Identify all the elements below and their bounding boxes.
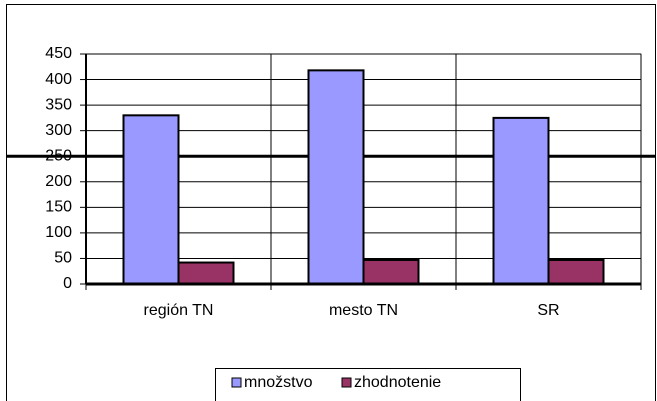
y-tick-label: 400 [45,71,72,88]
y-tick-label: 350 [45,96,72,113]
bar [547,258,605,286]
legend-label: množstvo [244,374,313,391]
bar [122,114,180,286]
y-tick-label: 50 [54,250,72,267]
bar [362,258,420,286]
x-tick-label: mesto TN [329,302,398,319]
y-tick-label: 0 [63,275,72,292]
x-tick-label: SR [537,302,559,319]
bar [492,116,550,285]
y-tick-label: 300 [45,122,72,139]
legend-box [215,368,521,401]
y-tick-label: 100 [45,224,72,241]
bar [307,69,365,285]
y-tick-label: 150 [45,199,72,216]
y-tick-label: 200 [45,173,72,190]
legend-swatch [341,377,352,388]
y-tick-label: 450 [45,45,72,62]
x-tick-label: región TN [144,302,214,319]
legend-label: zhodnotenie [354,374,441,391]
legend-swatch [231,377,242,388]
bar [177,261,235,285]
